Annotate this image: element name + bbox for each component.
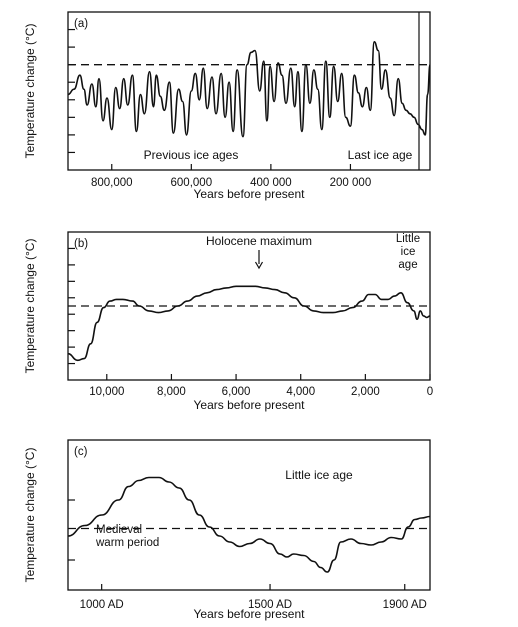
- x-tick-label: 2,000: [351, 386, 380, 398]
- panel-label: (b): [74, 238, 88, 250]
- annotation-arrow-head: [254, 261, 264, 270]
- panel-b: 10,000 8,000 6,000 4,000 2,000 0 (b) Temperatur…: [23, 231, 433, 412]
- panel-a: 800,000 600,000 400 000 200 000 (a) Temperatu…: [23, 11, 431, 201]
- temperature-series-line: [67, 285, 431, 362]
- panel-label: (a): [74, 18, 88, 30]
- annotation: Medieval warm period: [95, 524, 159, 549]
- x-tick-label: 0: [427, 386, 433, 398]
- x-tick-label: 400 000: [250, 177, 292, 189]
- x-tick-label: 800,000: [91, 177, 133, 189]
- x-tick-label: 200 000: [330, 177, 372, 189]
- x-tick-label: 8,000: [157, 386, 186, 398]
- x-tick-label: 6,000: [222, 386, 251, 398]
- plot-frame: [67, 11, 431, 171]
- x-tick-label: 10,000: [89, 386, 124, 398]
- annotation: Little ice age: [285, 468, 353, 482]
- y-axis-label: Temperature change (°C): [23, 239, 37, 374]
- annotation: Last ice age: [348, 148, 413, 162]
- x-tick-label: 4,000: [286, 386, 315, 398]
- x-tick-label: 1500 AD: [248, 599, 292, 611]
- annotation: Previous ice ages: [144, 148, 239, 162]
- temperature-series-line: [67, 41, 431, 138]
- x-tick-label: 1000 AD: [80, 599, 124, 611]
- temperature-series-line: [67, 476, 431, 573]
- x-tick-label: 1900 AD: [383, 599, 427, 611]
- panel-label: (c): [74, 446, 88, 458]
- y-axis-label: Temperature change (°C): [23, 24, 37, 159]
- annotation: Holocene maximum: [206, 234, 312, 248]
- y-axis-label: Temperature change (°C): [23, 448, 37, 583]
- annotation: Little ice age: [396, 233, 420, 271]
- x-axis-label: Years before present: [194, 398, 306, 412]
- x-axis-label: Years before present: [194, 187, 306, 201]
- plot-frame: [67, 439, 431, 591]
- x-axis-label: Years before present: [194, 607, 306, 621]
- panel-c: 1000 AD 1500 AD 1900 AD (c) Temperature chan…: [23, 439, 431, 621]
- x-tick-label: 600,000: [171, 177, 213, 189]
